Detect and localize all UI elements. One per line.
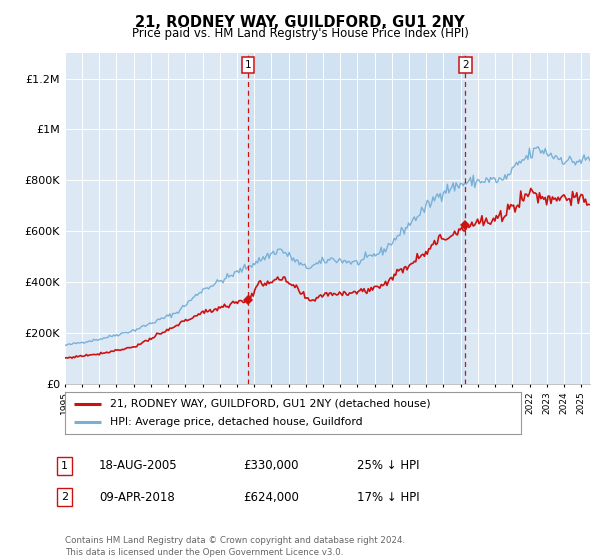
Text: 21, RODNEY WAY, GUILDFORD, GU1 2NY: 21, RODNEY WAY, GUILDFORD, GU1 2NY — [135, 15, 465, 30]
Text: 1: 1 — [61, 461, 68, 471]
Text: £330,000: £330,000 — [243, 459, 299, 473]
Text: 17% ↓ HPI: 17% ↓ HPI — [357, 491, 419, 504]
Text: 18-AUG-2005: 18-AUG-2005 — [99, 459, 178, 473]
Bar — [248, 53, 466, 384]
Text: 21, RODNEY WAY, GUILDFORD, GU1 2NY (detached house): 21, RODNEY WAY, GUILDFORD, GU1 2NY (deta… — [110, 399, 431, 409]
Text: 09-APR-2018: 09-APR-2018 — [99, 491, 175, 504]
Text: Contains HM Land Registry data © Crown copyright and database right 2024.
This d: Contains HM Land Registry data © Crown c… — [65, 536, 405, 557]
Text: 2: 2 — [61, 492, 68, 502]
Text: 25% ↓ HPI: 25% ↓ HPI — [357, 459, 419, 473]
Text: HPI: Average price, detached house, Guildford: HPI: Average price, detached house, Guil… — [110, 417, 363, 427]
Text: 1: 1 — [244, 59, 251, 69]
Text: Price paid vs. HM Land Registry's House Price Index (HPI): Price paid vs. HM Land Registry's House … — [131, 27, 469, 40]
Text: £624,000: £624,000 — [243, 491, 299, 504]
Text: 2: 2 — [462, 59, 469, 69]
